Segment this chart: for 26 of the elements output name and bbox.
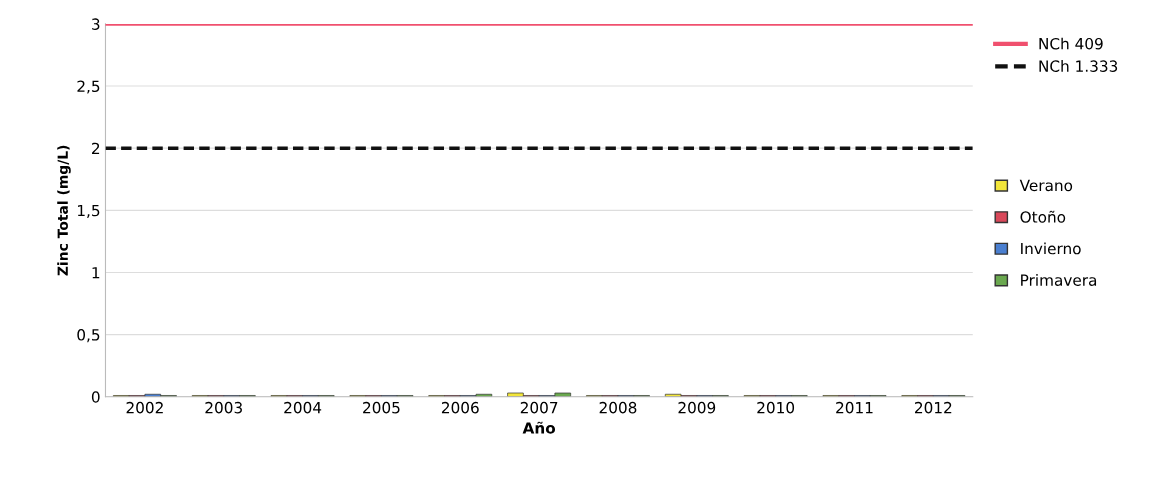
x-tick-label: 2006 xyxy=(441,401,479,414)
y-tick-label: 2,5 xyxy=(77,80,100,94)
legend-label: Invierno xyxy=(1021,242,1081,255)
x-axis-title: Año xyxy=(522,421,556,434)
y-tick-label: 3 xyxy=(92,18,100,30)
x-tick-label: 2007 xyxy=(520,401,558,414)
y-tick-label: 0,5 xyxy=(77,329,100,343)
y-tick-label: 2 xyxy=(92,142,100,154)
x-tick-label: 2005 xyxy=(363,401,400,414)
x-tick-label: 2011 xyxy=(836,401,873,414)
x-tick-label: 2010 xyxy=(757,401,795,414)
y-tick-label: 0 xyxy=(91,391,100,403)
x-tick-label: 2008 xyxy=(599,401,637,414)
x-tick-label: 2012 xyxy=(915,401,952,414)
y-tick-label: 1,5 xyxy=(78,204,100,218)
legend-label: Otoño xyxy=(1020,210,1066,223)
x-tick-label: 2003 xyxy=(205,401,242,414)
y-axis-title: Zinc Total (mg/L) xyxy=(57,145,71,276)
legend-label: Primavera xyxy=(1021,274,1097,286)
x-tick-label: 2002 xyxy=(126,401,163,414)
legend-label: NCh 1.333 xyxy=(1039,60,1118,72)
x-tick-label: 2009 xyxy=(678,401,716,414)
legend-label: Verano xyxy=(1019,179,1073,192)
x-tick-label: 2004 xyxy=(284,401,322,414)
y-tick-label: 1 xyxy=(92,267,100,279)
legend-label: NCh 409 xyxy=(1039,37,1103,50)
